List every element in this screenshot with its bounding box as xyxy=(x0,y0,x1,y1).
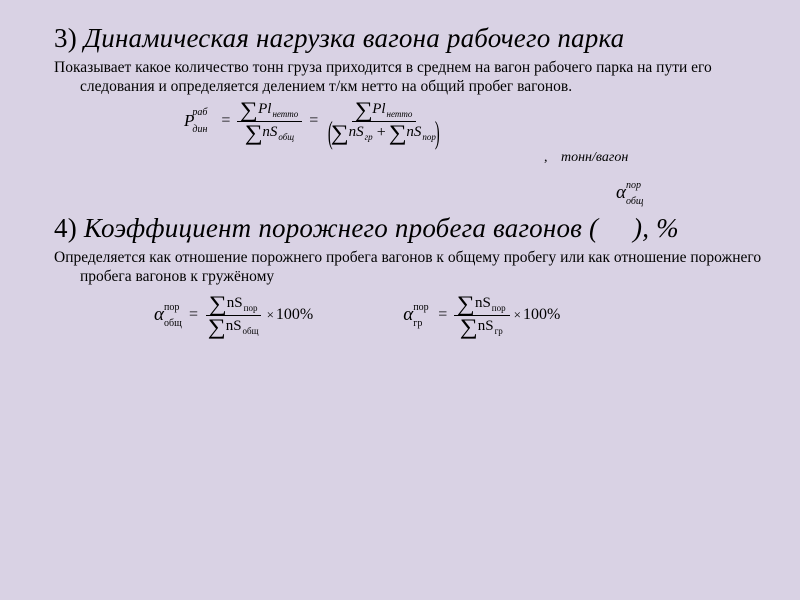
times-icon: × xyxy=(267,307,274,323)
section3-formula: P раб дин = ∑ Plнетто ∑ nSобщ = ∑ xyxy=(54,99,762,144)
equals-2: = xyxy=(309,112,318,130)
section3-title: Динамическая нагрузка вагона рабочего па… xyxy=(84,23,624,53)
section4-formula-pair: α пор общ = ∑ nSпор ∑ nSобщ × 100% α xyxy=(54,293,762,338)
section4-title-before: Коэффициент порожнего пробега вагонов ( xyxy=(84,213,598,243)
tail-100pct-left: 100% xyxy=(276,306,313,324)
section3-heading: 3) Динамическая нагрузка вагона рабочего… xyxy=(54,24,762,53)
slide: 3) Динамическая нагрузка вагона рабочего… xyxy=(0,0,800,600)
fraction-2: ∑ Plнетто ( ∑ nSгр + ∑ nSпор ) xyxy=(325,99,442,144)
alpha-lhs-loaded: α пор гр xyxy=(403,304,413,326)
sigma-icon: ∑ xyxy=(209,295,228,313)
section4-heading-wrap: α пор общ 4) Коэффициент порожнего пробе… xyxy=(54,214,762,243)
sigma-icon: ∑ xyxy=(388,124,407,142)
sigma-icon: ∑ xyxy=(244,124,263,142)
equals-1: = xyxy=(221,112,230,130)
section3-body: Показывает какое количество тонн груза п… xyxy=(54,59,762,97)
section4-heading: 4) Коэффициент порожнего пробега вагонов… xyxy=(54,214,762,243)
section3-unit-row: , тонн/вагон xyxy=(54,144,762,160)
section4-body: Определяется как отношение порожнего про… xyxy=(54,249,762,287)
sigma-icon: ∑ xyxy=(208,318,227,336)
fraction-alpha-total: ∑ nSпор ∑ nSобщ xyxy=(205,293,263,338)
sigma-icon: ∑ xyxy=(460,318,479,336)
formula-alpha-loaded: α пор гр = ∑ nSпор ∑ nSгр × 100% xyxy=(403,293,560,338)
section4-number: 4) xyxy=(54,213,77,243)
formula-content: P раб дин = ∑ Plнетто ∑ nSобщ = ∑ xyxy=(184,99,445,144)
alpha-lhs-total: α пор общ xyxy=(154,304,164,326)
section3-number: 3) xyxy=(54,23,77,53)
section4-title-after: ), % xyxy=(633,213,679,243)
lhs-P: P раб дин xyxy=(184,111,194,131)
sigma-icon: ∑ xyxy=(331,124,350,142)
paren-close-icon: ) xyxy=(435,123,440,142)
alpha-over-symbol: α пор общ xyxy=(616,182,626,204)
sigma-icon: ∑ xyxy=(240,101,259,119)
tail-100pct-right: 100% xyxy=(523,306,560,324)
formula-alpha-total: α пор общ = ∑ nSпор ∑ nSобщ × 100% xyxy=(154,293,313,338)
fraction-alpha-loaded: ∑ nSпор ∑ nSгр xyxy=(454,293,509,338)
times-icon: × xyxy=(514,307,521,323)
unit-comma: , xyxy=(544,150,548,165)
fraction-1: ∑ Plнетто ∑ nSобщ xyxy=(237,99,302,144)
unit-label: тонн/вагон xyxy=(561,150,628,165)
sigma-icon: ∑ xyxy=(354,101,373,119)
sigma-icon: ∑ xyxy=(457,295,476,313)
